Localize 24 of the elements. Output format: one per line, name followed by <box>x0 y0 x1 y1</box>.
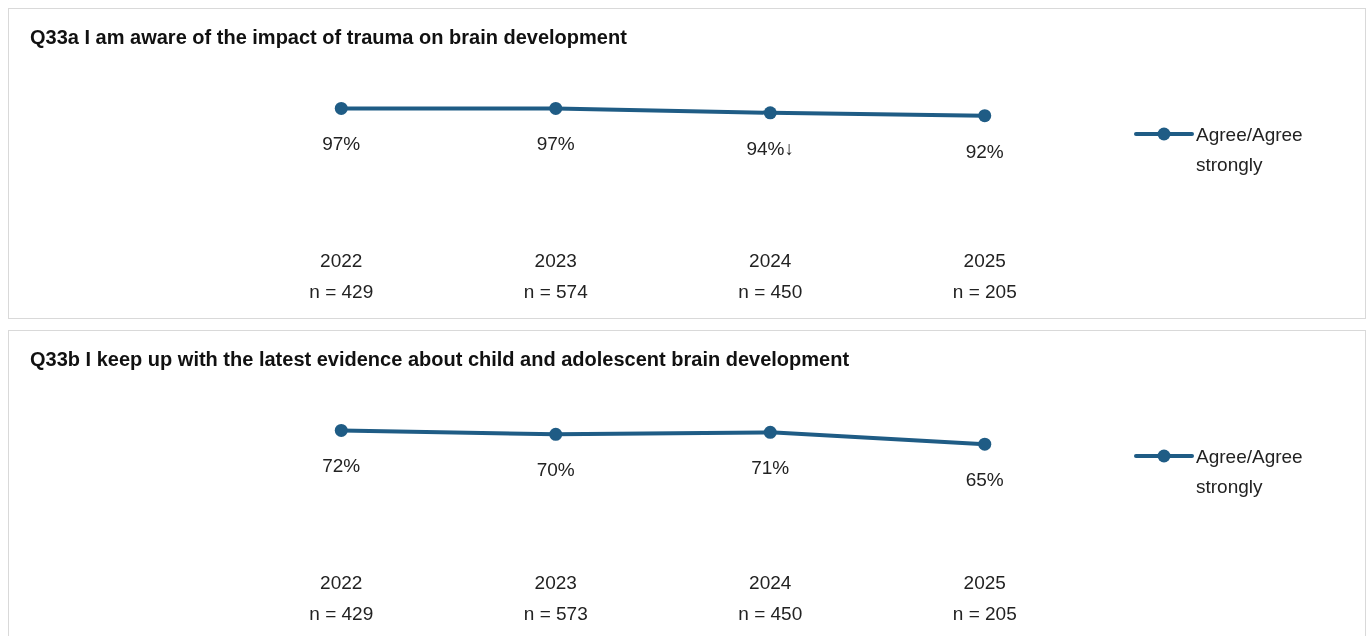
data-label: 72% <box>322 455 361 477</box>
point <box>763 425 777 439</box>
point <box>549 427 563 441</box>
chart-title: Q33a I am aware of the impact of trauma on brain development <box>30 26 628 48</box>
point <box>334 423 348 437</box>
x-tick-label: 2022 n = 429 <box>309 572 374 624</box>
x-tick-label: 2023 n = 574 <box>523 250 589 302</box>
x-tick-label: 2023 n = 573 <box>523 572 588 624</box>
chart-title: Q33b I keep up with the latest evidence about child and adolescent brain development <box>30 348 850 370</box>
legend-label: Agree/Agree strongly <box>1196 124 1303 175</box>
x-tick-label: 2024 n = 450 <box>738 250 803 302</box>
data-label: 65% <box>965 469 1004 491</box>
x-tick-label: 2022 n = 429 <box>309 250 374 302</box>
data-label: 97% <box>322 133 361 155</box>
point <box>978 437 992 451</box>
x-tick-label: 2024 n = 450 <box>738 572 803 624</box>
legend-label: Agree/Agree strongly <box>1196 446 1303 497</box>
data-label: 92% <box>965 140 1004 162</box>
x-tick-label: 2025 n = 205 <box>952 250 1017 302</box>
data-label: 70% <box>536 459 575 481</box>
data-label: 71% <box>751 457 790 479</box>
x-tick-label: 2025 n = 205 <box>952 572 1017 624</box>
data-label: 97% <box>536 133 575 155</box>
data-label: 94%↓ <box>746 137 795 159</box>
